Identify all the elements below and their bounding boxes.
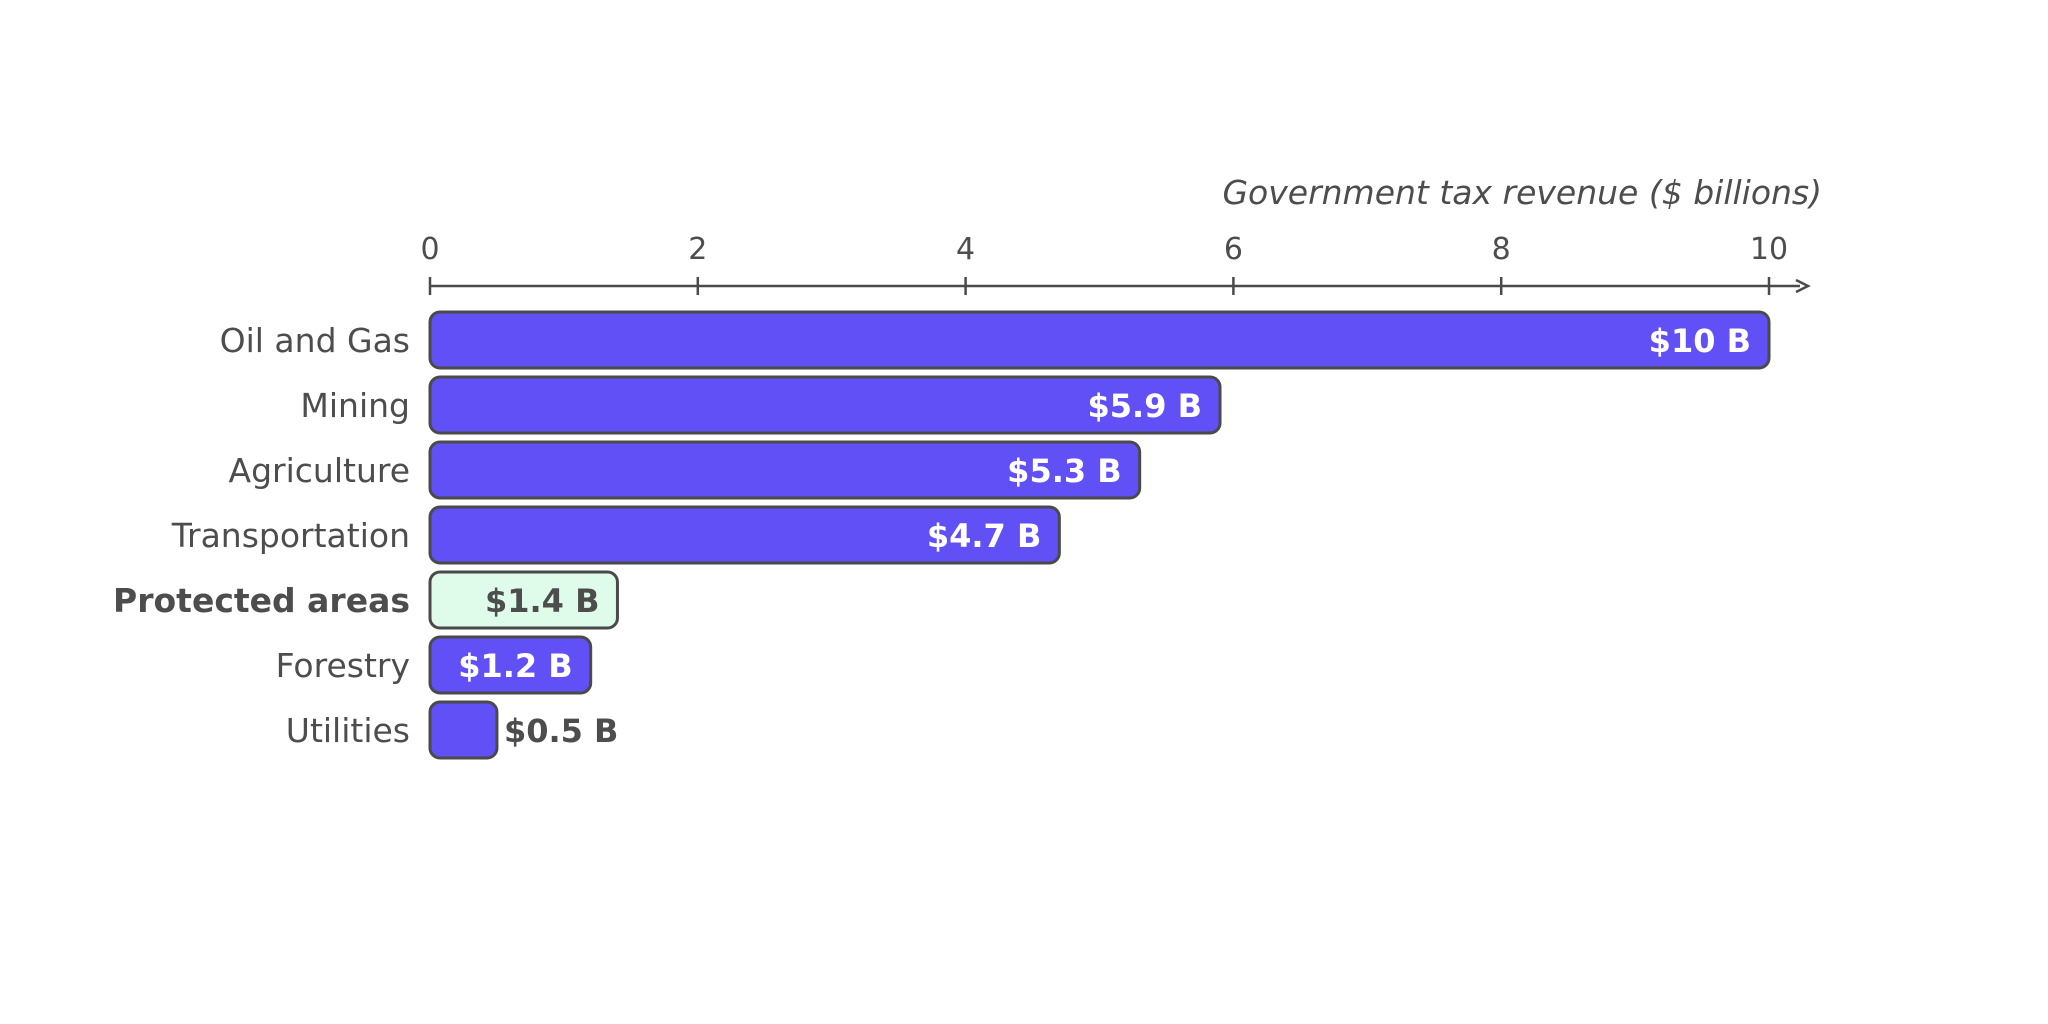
value-label: $1.4 B <box>485 582 599 620</box>
bar <box>428 570 619 630</box>
category-label: Forestry <box>276 646 410 685</box>
category-label: Utilities <box>286 711 410 750</box>
value-label: $5.3 B <box>1007 452 1121 490</box>
bar <box>428 310 1771 370</box>
x-tick-label: 2 <box>688 232 707 267</box>
bar <box>428 700 499 760</box>
category-label: Transportation <box>171 516 410 555</box>
value-label: $5.9 B <box>1088 387 1202 425</box>
bar <box>428 505 1061 565</box>
x-tick-label: 8 <box>1492 232 1511 267</box>
x-tick-label: 0 <box>420 232 439 267</box>
category-labels: Oil and Gas Mining Agriculture Transportati… <box>113 321 410 750</box>
x-axis-arrow-icon <box>1795 278 1811 294</box>
x-axis-title: Government tax revenue ($ billions) <box>1222 173 1822 212</box>
x-tick-label: 6 <box>1224 232 1243 267</box>
bar <box>428 635 593 695</box>
value-label: $0.5 B <box>504 712 618 750</box>
x-tick-label: 4 <box>956 232 975 267</box>
value-labels: $10 B $5.9 B $5.3 B $4.7 B $1.4 B $1.2 B $0.5 … <box>458 322 1751 750</box>
bar <box>428 375 1222 435</box>
category-label: Protected areas <box>113 581 410 620</box>
value-label: $10 B <box>1649 322 1751 360</box>
category-label: Agriculture <box>229 451 410 490</box>
bar <box>428 440 1142 500</box>
value-label: $4.7 B <box>927 517 1041 555</box>
x-tick-label: 10 <box>1750 232 1788 267</box>
category-label: Oil and Gas <box>220 321 410 360</box>
category-label: Mining <box>300 386 410 425</box>
bars <box>428 310 1771 760</box>
x-axis: 0 2 4 6 8 10 <box>420 232 1811 295</box>
value-label: $1.2 B <box>458 647 572 685</box>
